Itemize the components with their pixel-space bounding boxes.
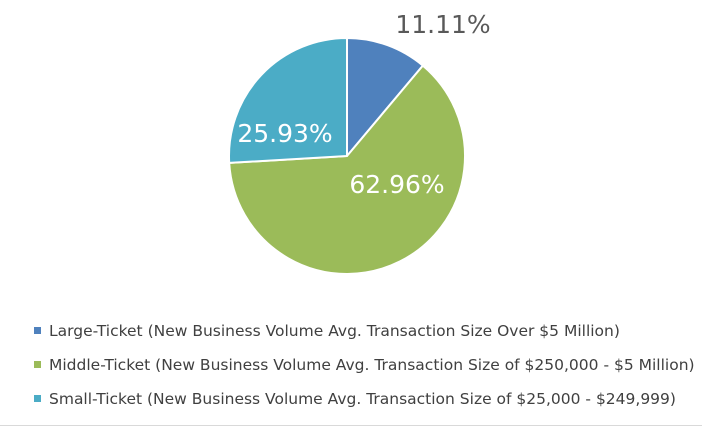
- bottom-border: [0, 425, 702, 426]
- legend-label-middle-ticket: Middle-Ticket (New Business Volume Avg. …: [49, 355, 695, 374]
- data-label-middle-ticket: 62.96%: [349, 170, 444, 199]
- legend-item-small-ticket: Small-Ticket (New Business Volume Avg. T…: [34, 388, 694, 409]
- legend-label-large-ticket: Large-Ticket (New Business Volume Avg. T…: [49, 321, 620, 340]
- pie-slice-large-ticket: [346, 37, 424, 157]
- legend-swatch-small-ticket: [34, 395, 41, 402]
- chart-legend: Large-Ticket (New Business Volume Avg. T…: [34, 320, 695, 422]
- legend-item-middle-ticket: Middle-Ticket (New Business Volume Avg. …: [34, 354, 695, 375]
- pie-chart-plot: 11.11% 62.96% 25.93%: [228, 10, 491, 275]
- pie-slice-small-ticket: [228, 37, 348, 164]
- legend-item-large-ticket: Large-Ticket (New Business Volume Avg. T…: [34, 320, 694, 341]
- legend-label-small-ticket: Small-Ticket (New Business Volume Avg. T…: [49, 389, 676, 408]
- data-label-small-ticket: 25.93%: [237, 119, 332, 148]
- legend-swatch-middle-ticket: [34, 361, 41, 368]
- pie-slice-middle-ticket: [228, 64, 466, 275]
- data-label-large-ticket: 11.11%: [395, 10, 490, 39]
- legend-swatch-large-ticket: [34, 327, 41, 334]
